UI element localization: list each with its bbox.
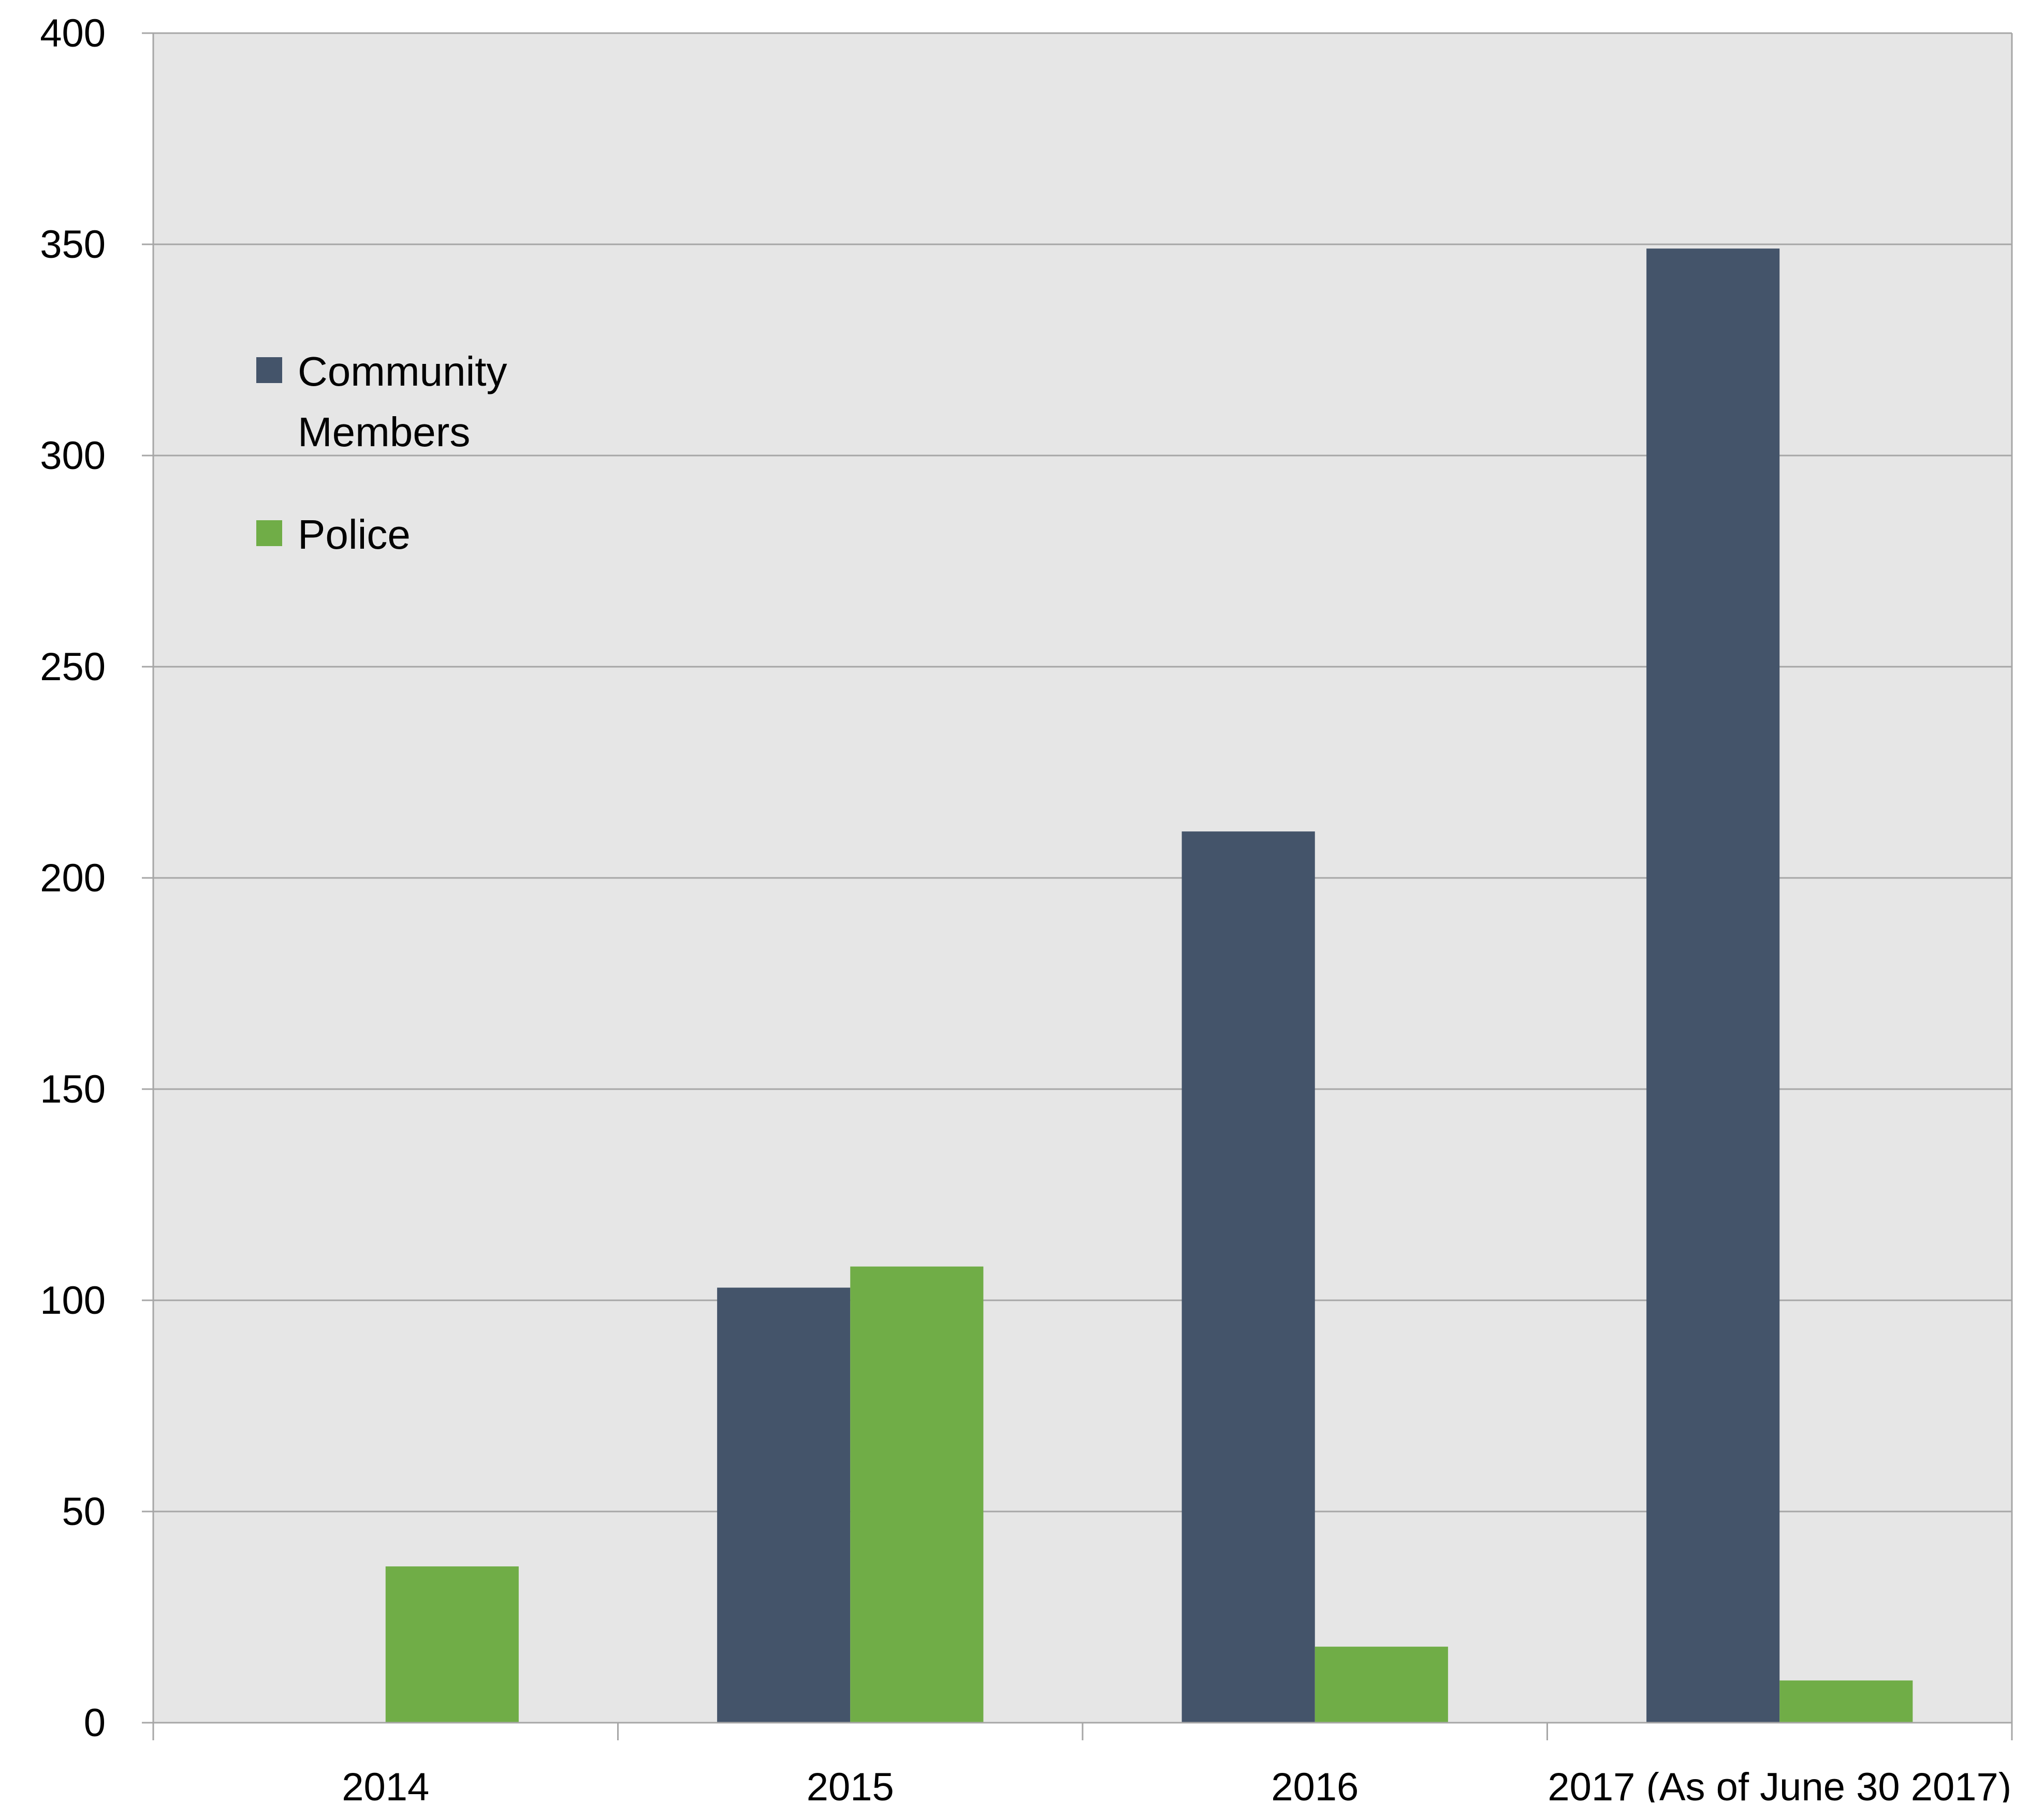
y-tick-label: 150 bbox=[40, 1067, 106, 1111]
y-tick-label: 50 bbox=[62, 1490, 106, 1534]
legend-label: Members bbox=[298, 409, 470, 455]
x-axis-ticks: 2014 2015 2016 2017 (As of June 30 2017) bbox=[152, 1723, 2013, 1805]
legend-label: Community bbox=[298, 348, 507, 394]
bar-community-members-3 bbox=[1646, 248, 1780, 1723]
legend-swatch-police bbox=[256, 520, 282, 546]
y-tick-label: 0 bbox=[84, 1701, 106, 1745]
y-tick-label: 300 bbox=[40, 434, 106, 478]
bar-community-members-2 bbox=[1181, 831, 1315, 1723]
bars bbox=[385, 248, 1913, 1723]
x-tick-label: 2016 bbox=[1271, 1765, 1359, 1802]
legend-swatch-community-members bbox=[256, 357, 282, 383]
x-tick-label: 2015 bbox=[807, 1765, 894, 1802]
gridlines bbox=[153, 32, 2012, 1513]
legend: Community Members Police bbox=[256, 348, 507, 557]
y-tick-label: 100 bbox=[40, 1279, 106, 1323]
y-tick-label: 400 bbox=[40, 11, 106, 55]
bar-police-2 bbox=[1315, 1647, 1448, 1723]
legend-label: Police bbox=[298, 511, 411, 557]
x-tick-label: 2017 (As of June 30 2017) bbox=[1547, 1765, 2011, 1802]
y-axis-ticks: 0 50 100 150 200 250 300 350 400 bbox=[40, 11, 153, 1745]
bar-police-3 bbox=[1779, 1680, 1913, 1723]
bar-police-0 bbox=[385, 1566, 519, 1723]
y-tick-label: 200 bbox=[40, 856, 106, 900]
bar-community-members-1 bbox=[717, 1287, 851, 1723]
x-tick-label: 2014 bbox=[342, 1765, 429, 1802]
y-tick-label: 350 bbox=[40, 223, 106, 267]
y-tick-label: 250 bbox=[40, 645, 106, 689]
bar-police-1 bbox=[850, 1266, 984, 1723]
